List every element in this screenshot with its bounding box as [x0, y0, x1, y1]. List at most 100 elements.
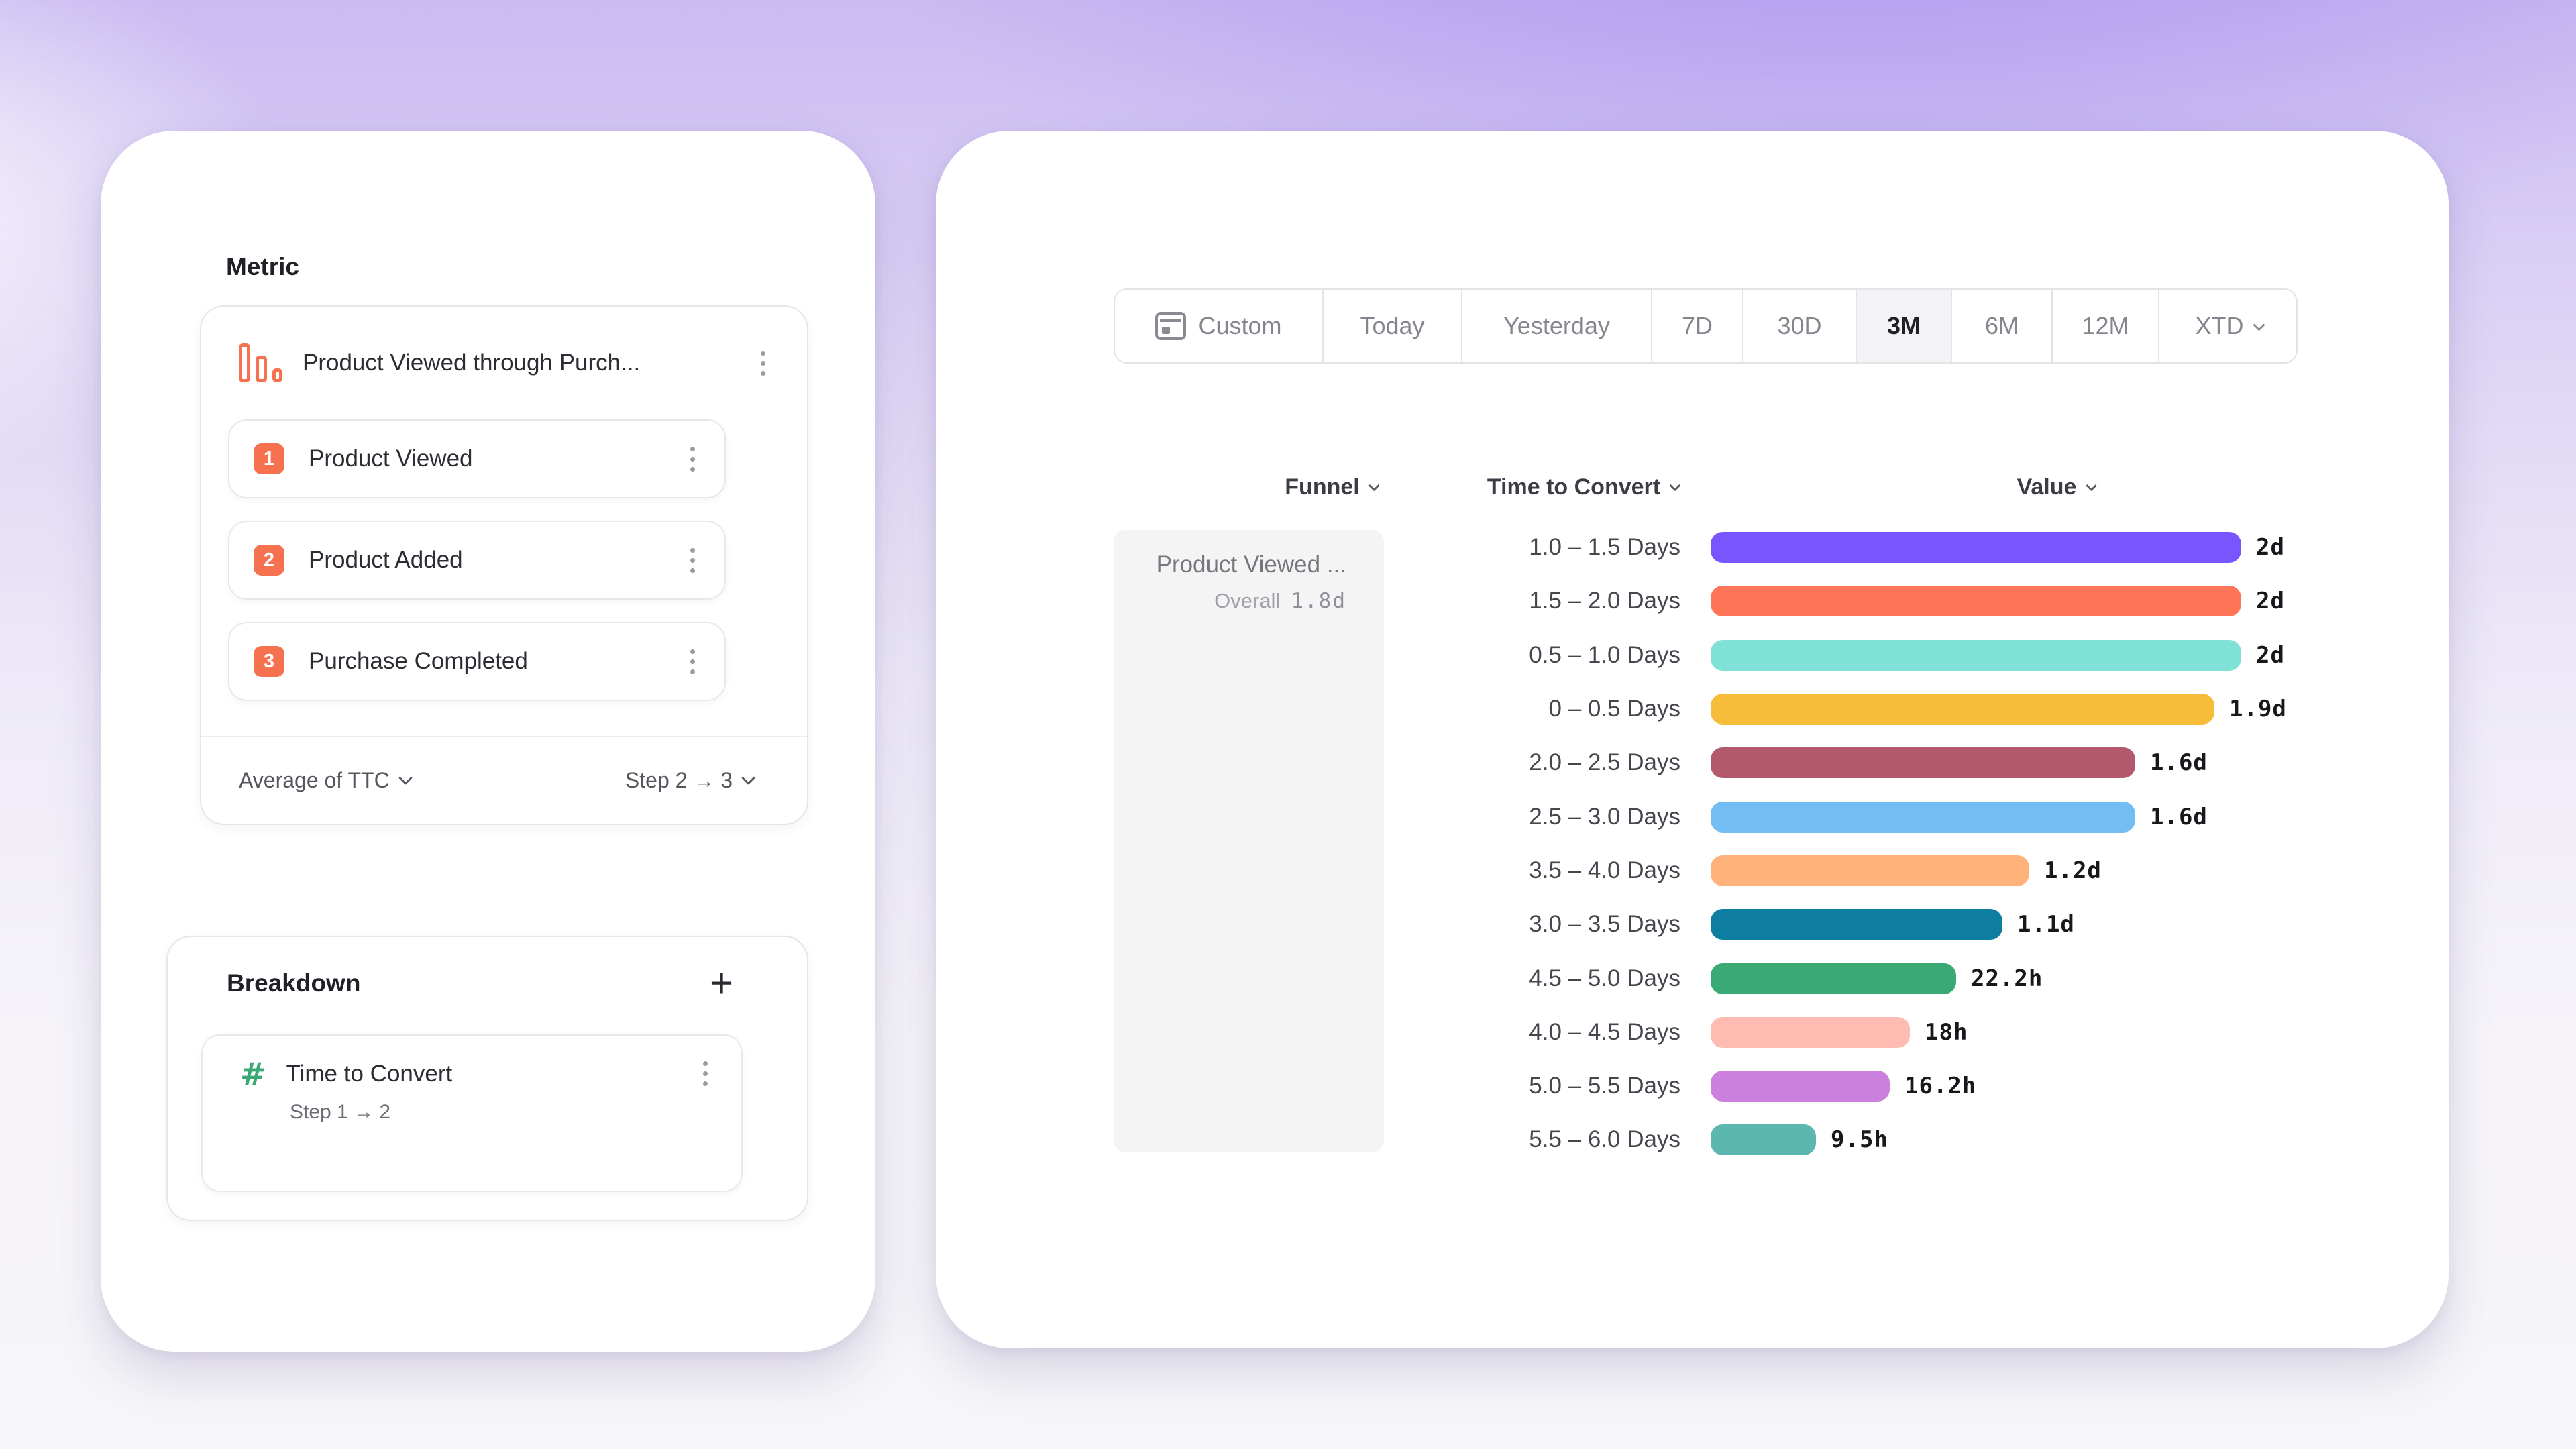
breakdown-item-card[interactable]: # Time to Convert Step 1 → 2 [201, 1034, 743, 1192]
step-number-badge: 3 [254, 646, 284, 677]
chart-row: 5.5 – 6.0 Days 9.5h [936, 1113, 2449, 1167]
bar-value: 1.6d [2150, 803, 2208, 830]
report-panel: Custom Today Yesterday 7D 30D 3M 6M 12M XTD Funn… [936, 131, 2449, 1348]
bar[interactable] [1711, 639, 2241, 671]
chevron-down-icon [2252, 318, 2265, 331]
bar[interactable] [1711, 532, 2241, 564]
bucket-label: 3.5 – 4.0 Days [1529, 857, 1680, 883]
chart-row: 3.5 – 4.0 Days 1.2d [936, 844, 2449, 898]
chart-row: 0 – 0.5 Days 1.9d [936, 682, 2449, 736]
calendar-icon [1155, 312, 1187, 340]
bar[interactable] [1711, 963, 1956, 994]
bar-chart-icon [239, 343, 282, 382]
aggregation-dropdown[interactable]: Average of TTC [239, 768, 413, 793]
date-range-label: 3M [1886, 312, 1921, 339]
bar-value: 2d [2256, 588, 2285, 615]
chart-row: 1.5 – 2.0 Days 2d [936, 574, 2449, 628]
date-range-custom[interactable]: Custom [1115, 290, 1322, 362]
bucket-label: 0 – 0.5 Days [1548, 696, 1681, 722]
date-range-label: Today [1360, 312, 1425, 339]
funnel-metric-name: Product Viewed through Purch... [303, 350, 641, 376]
add-breakdown-button[interactable]: + [709, 961, 733, 1006]
column-header-label: Funnel [1285, 474, 1360, 500]
step-label: Product Added [309, 547, 463, 573]
date-range-xtd[interactable]: XTD [2158, 290, 2296, 362]
date-range-7d[interactable]: 7D [1651, 290, 1742, 362]
column-header-value[interactable]: Value [2017, 474, 2097, 500]
date-range-label: 12M [2082, 312, 2129, 339]
overall-label: Overall [1214, 589, 1281, 612]
metric-card: Product Viewed through Purch... 1 Product… [200, 305, 808, 825]
bar-value: 1.2d [2044, 857, 2102, 884]
bucket-label: 1.5 – 2.0 Days [1529, 588, 1680, 614]
step-range-label: Step 2 → 3 [625, 768, 733, 792]
date-range-12m[interactable]: 12M [2051, 290, 2158, 362]
query-builder-panel: Metric Product Viewed through Purch... 1… [101, 131, 875, 1352]
kebab-menu-icon[interactable] [684, 644, 702, 680]
column-header-label: Value [2017, 474, 2077, 500]
bar-value: 9.5h [1831, 1126, 1888, 1154]
date-range-label: Custom [1198, 312, 1282, 339]
chevron-down-icon [1669, 480, 1681, 491]
bar[interactable] [1711, 694, 2214, 725]
bar-value: 1.1d [2017, 911, 2075, 938]
bar-value: 16.2h [1904, 1073, 1977, 1100]
chart-row: 0.5 – 1.0 Days 2d [936, 629, 2449, 682]
chart-row: 1.0 – 1.5 Days 2d [936, 521, 2449, 574]
date-range-today[interactable]: Today [1322, 290, 1461, 362]
funnel-step-row[interactable]: 1 Product Viewed [228, 419, 726, 498]
aggregation-label: Average of TTC [239, 768, 390, 792]
funnel-group-name: Product Viewed ... [1156, 551, 1346, 578]
bucket-label: 2.0 – 2.5 Days [1529, 749, 1680, 776]
breakdown-item-label: Time to Convert [286, 1060, 453, 1087]
funnel-metric-header[interactable]: Product Viewed through Purch... [201, 307, 807, 419]
chart-row: 2.0 – 2.5 Days 1.6d [936, 736, 2449, 790]
chart-row: 4.0 – 4.5 Days 18h [936, 1006, 2449, 1059]
bucket-label: 0.5 – 1.0 Days [1529, 641, 1680, 668]
step-range-dropdown[interactable]: Step 2 → 3 [625, 768, 756, 793]
date-range-6m[interactable]: 6M [1951, 290, 2051, 362]
bar[interactable] [1711, 747, 2135, 779]
bucket-label: 5.5 – 6.0 Days [1529, 1126, 1680, 1153]
bar[interactable] [1711, 909, 2002, 941]
metric-section-title: Metric [226, 253, 299, 280]
column-header-time-to-convert[interactable]: Time to Convert [1487, 474, 1681, 500]
bar[interactable] [1711, 1124, 1816, 1156]
bucket-label: 1.0 – 1.5 Days [1529, 534, 1680, 561]
date-range-yesterday[interactable]: Yesterday [1461, 290, 1651, 362]
funnel-step-row[interactable]: 3 Purchase Completed [228, 622, 726, 701]
chevron-down-icon [2085, 480, 2097, 491]
kebab-menu-icon[interactable] [684, 543, 702, 578]
date-range-30d[interactable]: 30D [1742, 290, 1856, 362]
bar-chart: 1.0 – 1.5 Days 2d 1.5 – 2.0 Days 2d 0.5 – 1.… [936, 521, 2449, 1167]
funnel-group-cell: Product Viewed ... Overall 1.8d [1114, 530, 1384, 1152]
chevron-down-icon [741, 770, 756, 786]
bucket-label: 2.5 – 3.0 Days [1529, 803, 1680, 830]
column-header-label: Time to Convert [1487, 474, 1661, 500]
column-header-funnel[interactable]: Funnel [1285, 474, 1381, 500]
bucket-label: 5.0 – 5.5 Days [1529, 1073, 1680, 1099]
bar[interactable] [1711, 586, 2241, 617]
date-range-label: 7D [1681, 312, 1713, 339]
chevron-down-icon [398, 770, 413, 786]
bar[interactable] [1711, 1071, 1890, 1102]
metric-footer: Average of TTC Step 2 → 3 [201, 736, 807, 824]
funnel-step-row[interactable]: 2 Product Added [228, 521, 726, 600]
kebab-menu-icon[interactable] [684, 441, 702, 477]
chevron-down-icon [1368, 480, 1381, 491]
bar[interactable] [1711, 1016, 1910, 1048]
bar-value: 1.9d [2229, 696, 2287, 723]
bar-value: 2d [2256, 641, 2285, 669]
step-number-badge: 2 [254, 545, 284, 576]
bar[interactable] [1711, 855, 2029, 886]
kebab-menu-icon[interactable] [696, 1056, 714, 1091]
date-range-label: Yesterday [1503, 312, 1610, 339]
bucket-label: 4.5 – 5.0 Days [1529, 965, 1680, 991]
date-range-3m[interactable]: 3M [1856, 290, 1951, 362]
overall-value: 1.8d [1291, 589, 1346, 613]
date-range-picker: Custom Today Yesterday 7D 30D 3M 6M 12M XTD [1114, 288, 2298, 364]
kebab-menu-icon[interactable] [754, 345, 772, 381]
chart-row: 2.5 – 3.0 Days 1.6d [936, 790, 2449, 843]
chart-row: 5.0 – 5.5 Days 16.2h [936, 1059, 2449, 1113]
bar[interactable] [1711, 801, 2135, 833]
